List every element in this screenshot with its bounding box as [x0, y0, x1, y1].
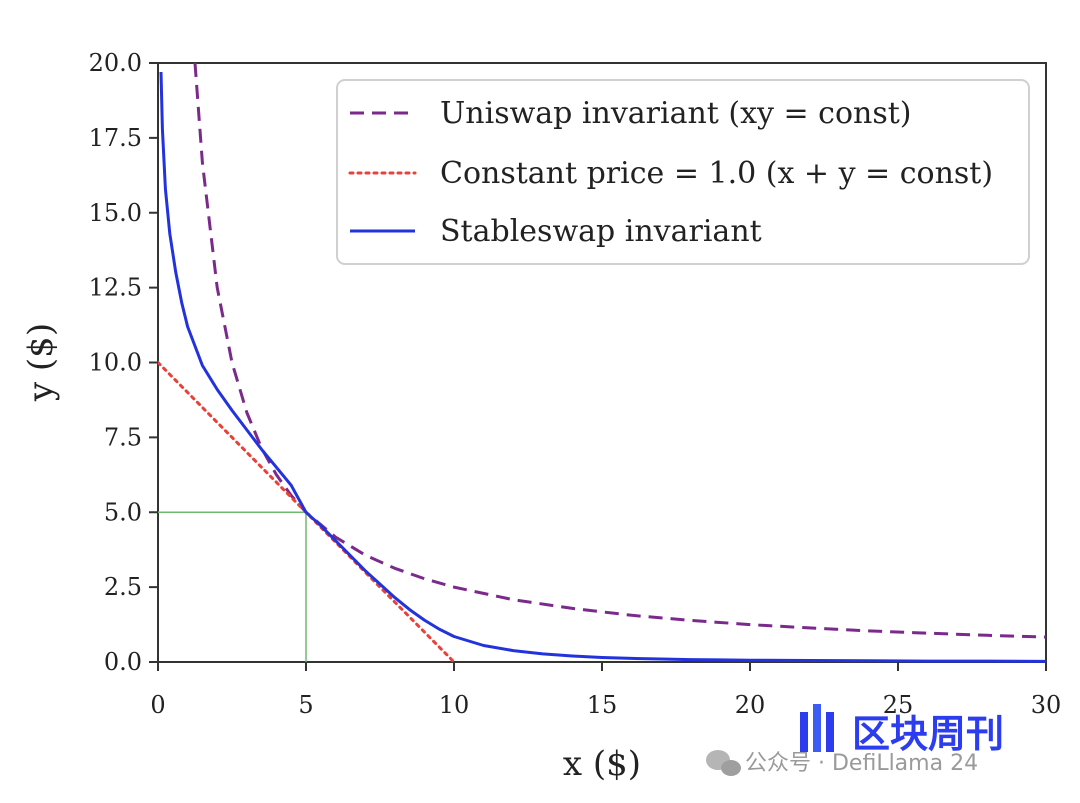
x-tick-label: 20	[735, 691, 766, 719]
x-axis-title: x ($)	[563, 744, 641, 784]
stableswap-curve	[159, 71, 1047, 663]
y-axis: 0.0 2.5 5.0 7.5 10.0 12.5 15.0 17.5 20.0	[89, 49, 158, 676]
x-axis: 0 5 10 15 20 25 30	[150, 662, 1061, 719]
y-tick-label: 12.5	[89, 274, 142, 302]
watermark-source-text: 公众号 · DefiLlama 24	[745, 751, 978, 776]
y-axis-title: y ($)	[21, 323, 61, 402]
x-tick-label: 0	[150, 691, 165, 719]
reference-guides	[158, 511, 307, 662]
legend: Uniswap invariant (xy = const) Constant …	[336, 79, 1030, 265]
legend-box	[336, 79, 1030, 265]
y-tick-label: 2.5	[104, 573, 142, 601]
watermark-brand-text: 区块周刊	[852, 712, 1004, 756]
legend-label-uniswap: Uniswap invariant (xy = const)	[440, 96, 912, 131]
x-tick-label: 30	[1031, 691, 1062, 719]
y-tick-label: 7.5	[104, 423, 142, 451]
y-tick-label: 17.5	[89, 124, 142, 152]
series-layer	[156, 62, 1047, 664]
x-tick-label: 5	[298, 691, 313, 719]
y-tick-label: 15.0	[89, 199, 142, 227]
x-tick-label: 15	[587, 691, 618, 719]
y-tick-label: 10.0	[89, 349, 142, 377]
y-tick-label: 0.0	[104, 648, 142, 676]
watermark: 公众号 · DefiLlama 24 区块周刊	[706, 704, 1004, 776]
x-tick-label: 10	[439, 691, 470, 719]
x-tick-label: 25	[883, 691, 914, 719]
brand-logo-icon	[800, 704, 834, 752]
legend-label-constant-price: Constant price = 1.0 (x + y = const)	[440, 156, 993, 191]
y-tick-label: 5.0	[104, 498, 142, 526]
legend-label-stableswap: Stableswap invariant	[440, 214, 762, 249]
wechat-icon	[706, 750, 741, 776]
y-tick-label: 20.0	[89, 49, 142, 77]
